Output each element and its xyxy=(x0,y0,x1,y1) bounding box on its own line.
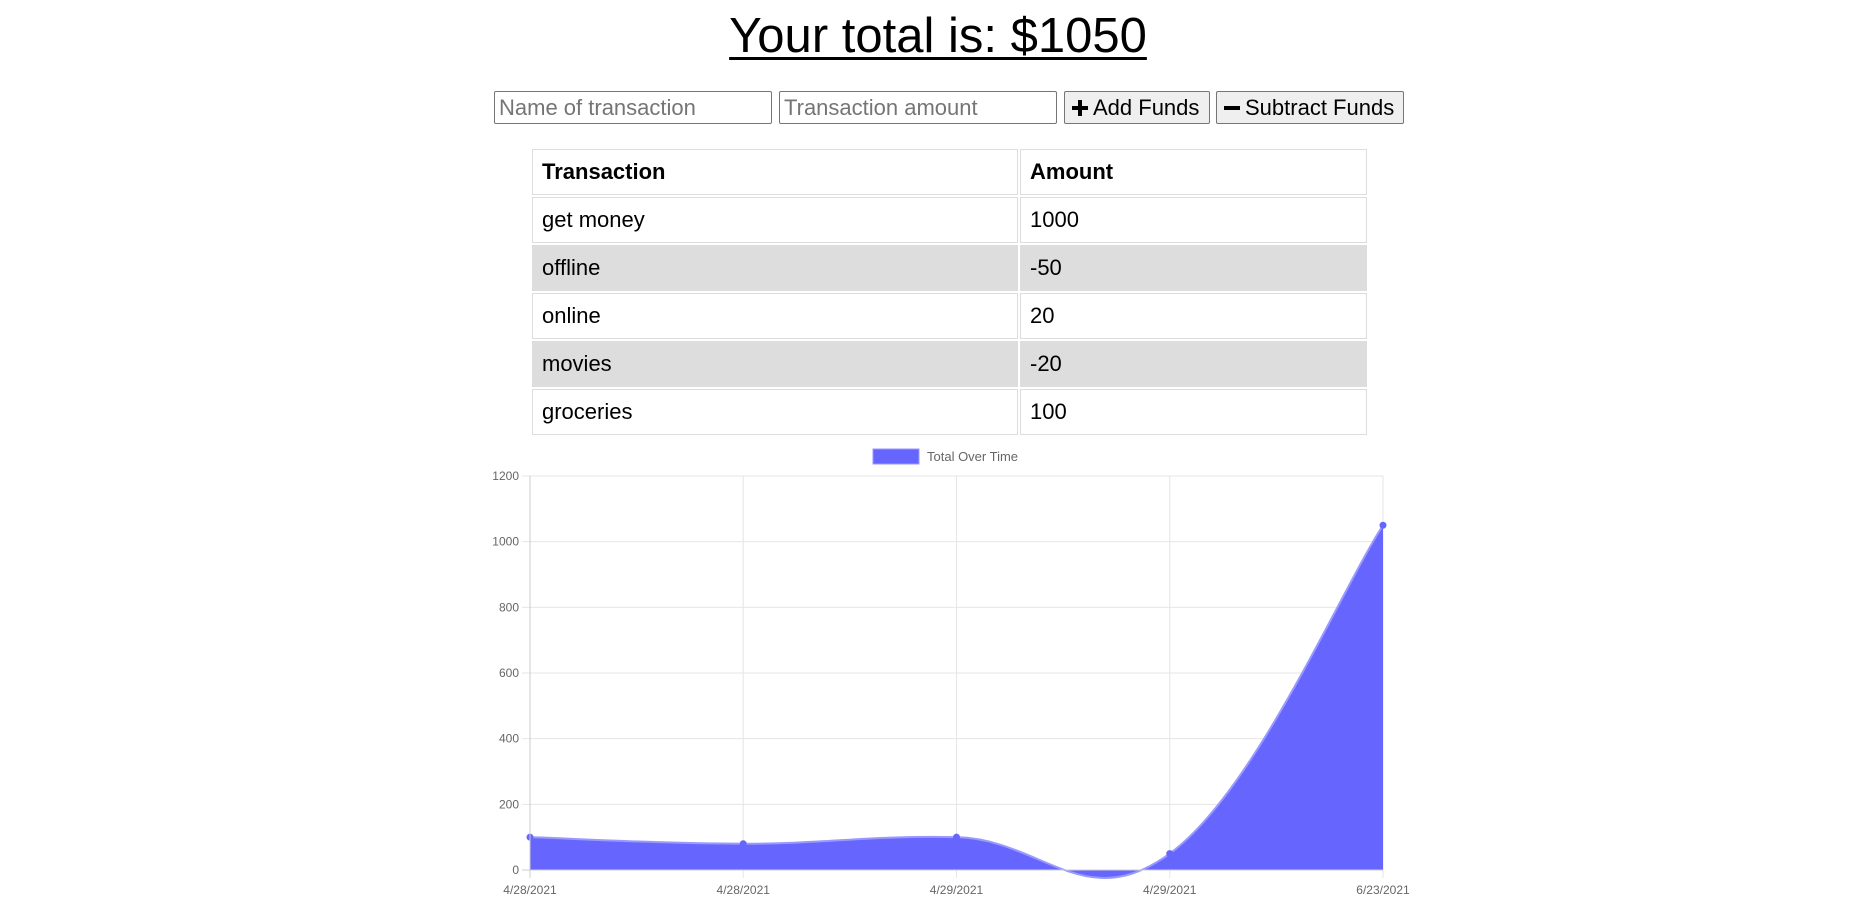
total-heading: Your total is: $1050 xyxy=(729,9,1147,63)
table-row: offline -50 xyxy=(532,245,1367,291)
data-point xyxy=(739,840,747,848)
transaction-amount: 1000 xyxy=(1020,197,1367,243)
transaction-name: movies xyxy=(532,341,1018,387)
x-tick-label: 4/28/2021 xyxy=(503,883,557,897)
y-tick-label: 200 xyxy=(499,797,519,811)
transaction-name: offline xyxy=(532,245,1018,291)
data-point xyxy=(953,833,960,841)
table-header-row: Transaction Amount xyxy=(532,149,1367,195)
legend-swatch xyxy=(872,448,920,465)
add-funds-button[interactable]: Add Funds xyxy=(1064,91,1210,124)
series-area xyxy=(530,525,1383,878)
y-tick-label: 400 xyxy=(499,732,519,746)
chart-svg: 0 200 400 600 800 1000 1200 4/28/2021 4/28/2021 4… xyxy=(492,448,1410,897)
transaction-name: get money xyxy=(532,197,1018,243)
plus-icon xyxy=(1072,99,1088,116)
table-row: online 20 xyxy=(532,293,1367,339)
minus-icon xyxy=(1224,100,1240,116)
add-funds-label: Add Funds xyxy=(1093,94,1200,120)
data-point xyxy=(1379,521,1387,529)
table-row: groceries 100 xyxy=(532,389,1367,435)
legend-label: Total Over Time xyxy=(927,449,1018,464)
table-row: movies -20 xyxy=(532,341,1367,387)
transaction-amount: -20 xyxy=(1020,341,1367,387)
x-tick-label: 6/23/2021 xyxy=(1356,883,1410,897)
transaction-amount: -50 xyxy=(1020,245,1367,291)
header-transaction: Transaction xyxy=(532,149,1018,195)
data-point xyxy=(1166,850,1174,858)
header-amount: Amount xyxy=(1020,149,1367,195)
series-line xyxy=(529,524,1384,879)
y-tick-label: 1200 xyxy=(492,469,519,483)
transaction-amount: 100 xyxy=(1020,389,1367,435)
transaction-name: groceries xyxy=(532,389,1018,435)
transaction-name-input[interactable] xyxy=(494,91,772,124)
total-over-time-chart: 0 200 400 600 800 1000 1200 4/28/2021 4/28/2021 4… xyxy=(480,440,1440,899)
x-tick-label: 4/28/2021 xyxy=(717,883,771,897)
transactions-table: Transaction Amount get money 1000 offlin… xyxy=(530,147,1369,437)
y-tick-label: 800 xyxy=(499,600,519,614)
subtract-funds-button[interactable]: Subtract Funds xyxy=(1216,91,1404,124)
y-tick-label: 1000 xyxy=(492,535,519,549)
y-tick-label: 0 xyxy=(512,863,519,877)
transaction-amount: 20 xyxy=(1020,293,1367,339)
y-tick-label: 600 xyxy=(499,666,519,680)
x-tick-label: 4/29/2021 xyxy=(930,883,984,897)
table-row: get money 1000 xyxy=(532,197,1367,243)
subtract-funds-label: Subtract Funds xyxy=(1245,94,1395,120)
transaction-amount-input[interactable] xyxy=(779,91,1057,124)
transaction-form: Add Funds Subtract Funds xyxy=(494,91,1410,124)
x-tick-label: 4/29/2021 xyxy=(1143,883,1197,897)
transaction-name: online xyxy=(532,293,1018,339)
